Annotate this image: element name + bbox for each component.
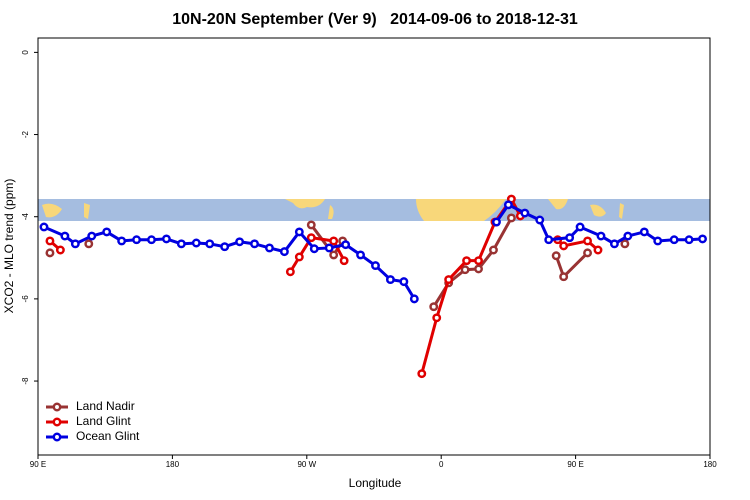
point — [520, 208, 530, 218]
x-tick-label: 90 E — [30, 460, 46, 469]
point — [609, 239, 619, 249]
point — [462, 256, 472, 266]
y-tick-label: -2 — [21, 130, 30, 138]
series-line — [48, 196, 599, 375]
point — [60, 231, 70, 241]
x-tick-label: 90 E — [567, 460, 583, 469]
point — [371, 261, 380, 271]
x-axis-label: Longitude — [349, 476, 402, 490]
point — [432, 313, 442, 323]
point — [102, 227, 112, 237]
point — [329, 250, 339, 260]
point — [684, 235, 694, 245]
point — [460, 265, 470, 275]
point — [639, 227, 649, 237]
point — [329, 236, 339, 246]
point — [39, 222, 49, 232]
point — [551, 251, 561, 261]
point — [306, 220, 316, 230]
point — [444, 275, 454, 285]
point — [87, 231, 97, 241]
legend-label: Land Nadir — [76, 399, 135, 413]
point — [399, 277, 409, 287]
legend-marker — [52, 402, 62, 412]
x-tick-label: 90 W — [297, 460, 316, 469]
point — [294, 227, 304, 237]
point — [417, 369, 427, 379]
point — [698, 234, 707, 244]
point — [506, 213, 516, 223]
point — [535, 215, 545, 225]
point — [132, 235, 142, 245]
x-tick-label: 180 — [166, 460, 180, 469]
x-tick-label: 180 — [703, 460, 717, 469]
point — [623, 231, 633, 241]
point — [306, 233, 316, 243]
point — [220, 242, 230, 252]
point — [205, 239, 215, 249]
point — [84, 239, 94, 249]
point — [593, 245, 603, 255]
map-strip — [38, 199, 710, 221]
point — [191, 238, 201, 248]
point — [341, 240, 351, 250]
point — [356, 250, 366, 260]
point — [285, 267, 295, 277]
point — [309, 244, 319, 254]
point — [147, 235, 156, 245]
x-tick-label: 0 — [439, 460, 444, 469]
point — [324, 243, 334, 253]
point — [409, 294, 419, 304]
point — [489, 245, 498, 255]
point — [474, 264, 483, 274]
plot-frame — [37, 37, 711, 456]
point — [45, 236, 55, 246]
point — [385, 275, 395, 285]
point — [161, 234, 171, 244]
point — [55, 245, 65, 255]
legend-marker — [52, 432, 62, 442]
point — [492, 217, 501, 227]
point — [250, 239, 259, 249]
point — [45, 248, 55, 258]
point — [70, 239, 80, 249]
legend-label: Land Glint — [76, 414, 131, 428]
legend-marker — [52, 417, 62, 427]
point — [176, 239, 186, 249]
point — [474, 256, 483, 266]
y-tick-label: 0 — [21, 50, 30, 55]
point — [669, 235, 679, 245]
point — [235, 237, 245, 247]
chart-title: 10N-20N September (Ver 9) 2014-09-06 to … — [172, 11, 578, 28]
point — [279, 247, 289, 257]
point — [575, 222, 585, 232]
y-tick-label: -8 — [21, 377, 30, 385]
point — [339, 256, 349, 266]
legend-label: Ocean Glint — [76, 429, 140, 443]
y-tick-label: -4 — [21, 213, 30, 221]
point — [294, 252, 304, 262]
point — [503, 200, 513, 210]
point — [565, 233, 575, 243]
point — [583, 248, 592, 258]
point — [559, 241, 569, 251]
point — [429, 302, 439, 312]
point — [117, 236, 127, 246]
point — [653, 236, 663, 246]
point — [559, 272, 569, 282]
point — [265, 243, 274, 253]
point — [620, 239, 630, 249]
y-tick-label: -6 — [21, 295, 30, 303]
point — [596, 231, 606, 241]
y-axis-label: XCO2 - MLO trend (ppm) — [2, 179, 16, 314]
point — [544, 235, 554, 245]
point — [583, 236, 592, 246]
